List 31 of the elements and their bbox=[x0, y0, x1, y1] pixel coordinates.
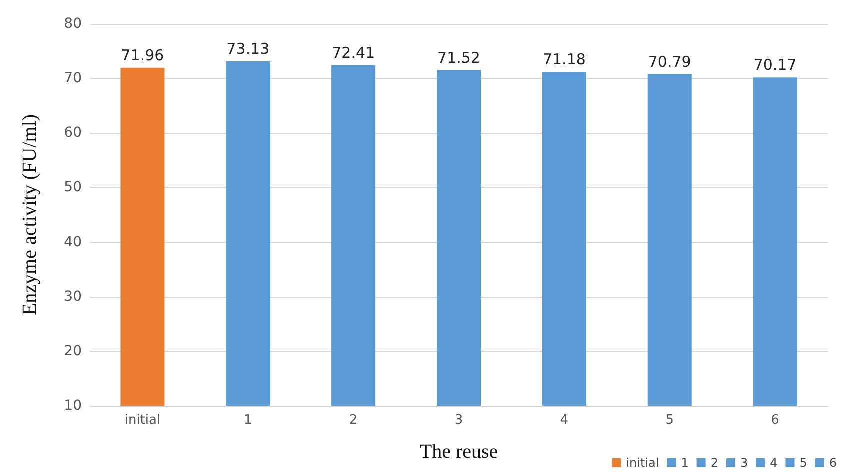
legend-label: 1 bbox=[681, 456, 689, 470]
data-label: 70.17 bbox=[754, 56, 797, 74]
y-tick-label: 80 bbox=[64, 16, 82, 32]
y-tick-label: 20 bbox=[64, 343, 82, 360]
legend-label: 6 bbox=[829, 456, 838, 470]
x-tick-label: 3 bbox=[454, 413, 464, 428]
x-tick-label: 2 bbox=[349, 413, 358, 428]
legend-label: 3 bbox=[740, 456, 748, 470]
legend-label: initial bbox=[626, 456, 660, 470]
data-label: 71.52 bbox=[438, 48, 480, 67]
legend-label: 2 bbox=[710, 456, 718, 470]
data-label: 73.13 bbox=[226, 40, 270, 58]
legend-label: 5 bbox=[800, 456, 808, 470]
y-tick-label: 30 bbox=[64, 288, 82, 305]
y-tick-label: 50 bbox=[64, 180, 82, 196]
legend-label: 4 bbox=[770, 456, 778, 470]
y-tick-label: 10 bbox=[64, 398, 82, 414]
x-tick-label: 1 bbox=[244, 413, 252, 428]
x-tick-label: 6 bbox=[771, 413, 780, 428]
x-tick-label: initial bbox=[124, 413, 161, 428]
data-label: 71.18 bbox=[542, 50, 586, 69]
x-axis-title: The reuse bbox=[420, 441, 498, 463]
y-tick-label: 60 bbox=[64, 125, 82, 142]
x-tick-label: 5 bbox=[666, 413, 674, 428]
y-tick-label: 70 bbox=[64, 70, 82, 87]
data-label: 72.41 bbox=[332, 44, 376, 62]
data-label: 71.96 bbox=[121, 46, 164, 64]
y-axis-title: Enzyme activity (FU/ml) bbox=[19, 114, 41, 316]
data-label: 70.79 bbox=[648, 52, 692, 71]
x-tick-label: 4 bbox=[560, 413, 569, 428]
y-tick-label: 40 bbox=[64, 234, 82, 250]
